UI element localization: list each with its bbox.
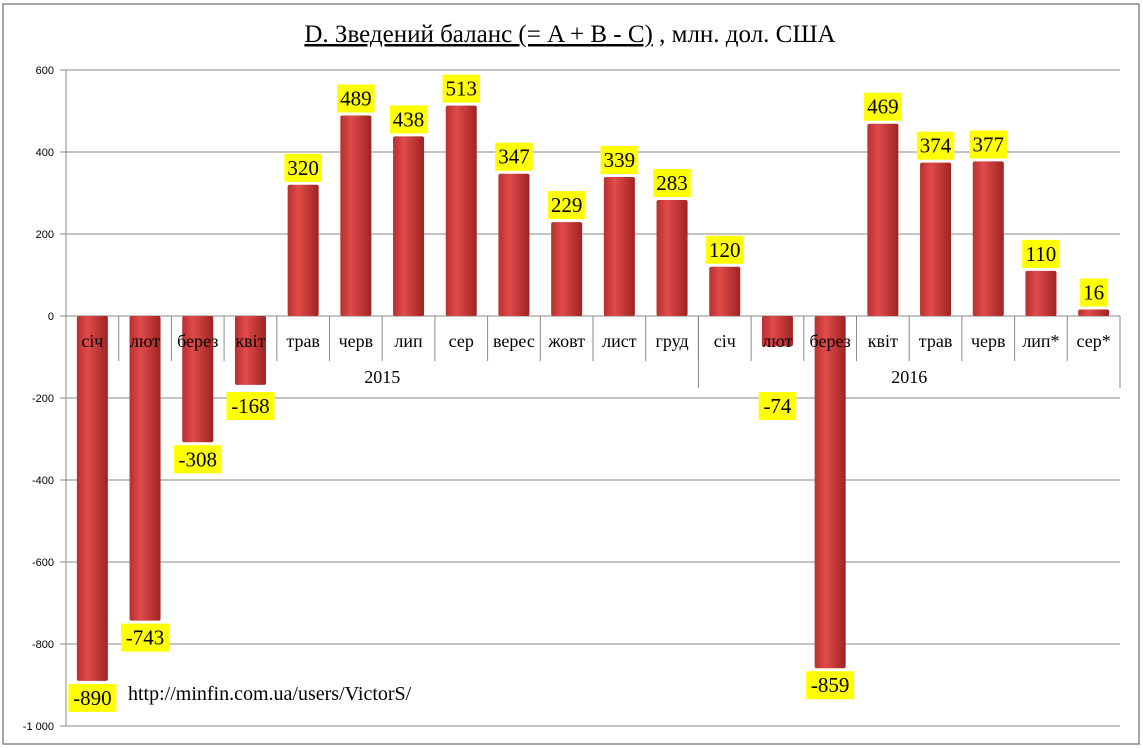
data-label-bg bbox=[442, 74, 480, 103]
data-label: 438 bbox=[393, 107, 425, 131]
data-label: 320 bbox=[287, 156, 319, 180]
watermark: http://minfin.com.ua/users/VictorS/ bbox=[128, 683, 412, 705]
bar bbox=[814, 316, 846, 669]
year-label: 2015 bbox=[364, 367, 400, 387]
data-label: -859 bbox=[811, 673, 850, 697]
data-label-bg bbox=[969, 130, 1007, 159]
data-label-bg bbox=[495, 142, 533, 171]
bar bbox=[182, 316, 214, 443]
data-label: 489 bbox=[340, 87, 372, 111]
data-label: 513 bbox=[446, 77, 478, 101]
data-label: -74 bbox=[763, 394, 791, 418]
data-label: 374 bbox=[920, 134, 952, 158]
data-label-bg bbox=[600, 146, 639, 175]
chart-title: D. Зведений баланс (= A + B - C) , млн. … bbox=[304, 21, 835, 48]
data-label: 16 bbox=[1083, 280, 1104, 304]
data-label: 229 bbox=[551, 193, 583, 217]
year-label: 2016 bbox=[891, 367, 927, 387]
bar bbox=[498, 173, 530, 316]
x-tick-label: квіт bbox=[235, 331, 265, 351]
bar bbox=[867, 123, 899, 317]
bar bbox=[761, 316, 793, 347]
x-tick-label: верес bbox=[493, 331, 535, 351]
x-tick-label: січ bbox=[81, 331, 103, 351]
chart-border bbox=[2, 3, 1140, 745]
bar bbox=[287, 184, 319, 316]
bar bbox=[129, 316, 161, 621]
y-tick-label: -400 bbox=[32, 475, 54, 487]
bar bbox=[393, 136, 425, 316]
x-tick-label: лют bbox=[130, 331, 160, 351]
data-label-bg bbox=[173, 445, 222, 474]
data-label: -168 bbox=[231, 394, 270, 418]
x-tick-label: сер bbox=[449, 331, 474, 351]
bar bbox=[603, 177, 635, 316]
x-tick-label: груд bbox=[655, 331, 688, 351]
y-tick-label: 400 bbox=[36, 147, 54, 159]
data-label-bg bbox=[389, 105, 428, 134]
data-label-bg bbox=[337, 84, 375, 113]
chart-title-main: D. Зведений баланс (= A + B - C) bbox=[304, 21, 653, 48]
chart-title-units: , млн. дол. США bbox=[653, 21, 836, 48]
y-tick-label: 200 bbox=[36, 229, 54, 241]
y-tick-label: 0 bbox=[48, 311, 54, 323]
data-label-bg bbox=[226, 392, 275, 420]
y-tick-label: -800 bbox=[32, 639, 54, 651]
x-tick-label: квіт bbox=[868, 331, 898, 351]
x-tick-label: трав bbox=[919, 331, 953, 351]
data-label: 377 bbox=[973, 132, 1005, 156]
bar bbox=[1025, 270, 1057, 316]
y-tick-label: -600 bbox=[32, 557, 54, 569]
y-tick-label: 600 bbox=[36, 65, 54, 77]
data-label: 110 bbox=[1026, 242, 1057, 266]
data-label-bg bbox=[653, 168, 691, 197]
x-tick-label: берез bbox=[810, 331, 851, 351]
bar bbox=[972, 161, 1004, 316]
x-tick-label: лип bbox=[394, 331, 423, 351]
data-label-bg bbox=[68, 683, 117, 712]
x-tick-label: берез bbox=[177, 331, 218, 351]
x-tick-label: січ bbox=[714, 331, 736, 351]
y-tick-label: -1 000 bbox=[23, 721, 54, 733]
bar bbox=[920, 162, 952, 316]
data-label: 283 bbox=[656, 171, 688, 195]
bar bbox=[445, 105, 477, 316]
bar bbox=[551, 222, 583, 316]
data-label-bg bbox=[284, 153, 322, 182]
data-label: -890 bbox=[73, 686, 112, 710]
x-tick-label: лип* bbox=[1022, 331, 1059, 351]
data-label: -743 bbox=[126, 626, 165, 650]
x-tick-label: черв bbox=[971, 331, 1006, 351]
data-label-bg bbox=[121, 623, 170, 652]
data-label-bg bbox=[706, 235, 744, 264]
data-label-bg bbox=[806, 671, 855, 700]
bar bbox=[340, 115, 372, 316]
data-label: 120 bbox=[709, 238, 741, 262]
data-label-bg bbox=[547, 191, 586, 220]
x-tick-label: жовт bbox=[547, 331, 585, 351]
bar bbox=[709, 266, 741, 316]
data-label: 339 bbox=[604, 148, 636, 172]
x-tick-label: лют bbox=[762, 331, 792, 351]
data-label-bg bbox=[758, 392, 797, 420]
x-tick-label: черв bbox=[339, 331, 374, 351]
x-tick-label: сер* bbox=[1077, 331, 1111, 351]
bar bbox=[76, 316, 108, 681]
x-tick-label: лист bbox=[602, 331, 637, 351]
data-label-bg bbox=[1022, 239, 1060, 268]
x-tick-label: трав bbox=[286, 331, 320, 351]
bar bbox=[656, 199, 688, 316]
data-label: 347 bbox=[498, 145, 530, 169]
data-label: -308 bbox=[179, 447, 218, 471]
data-label-bg bbox=[1080, 278, 1108, 307]
y-tick-label: -200 bbox=[32, 393, 54, 405]
data-label: 469 bbox=[867, 95, 899, 119]
bar bbox=[1078, 309, 1110, 316]
bar bbox=[234, 316, 266, 385]
data-label-bg bbox=[916, 131, 955, 160]
data-label-bg bbox=[864, 92, 902, 121]
